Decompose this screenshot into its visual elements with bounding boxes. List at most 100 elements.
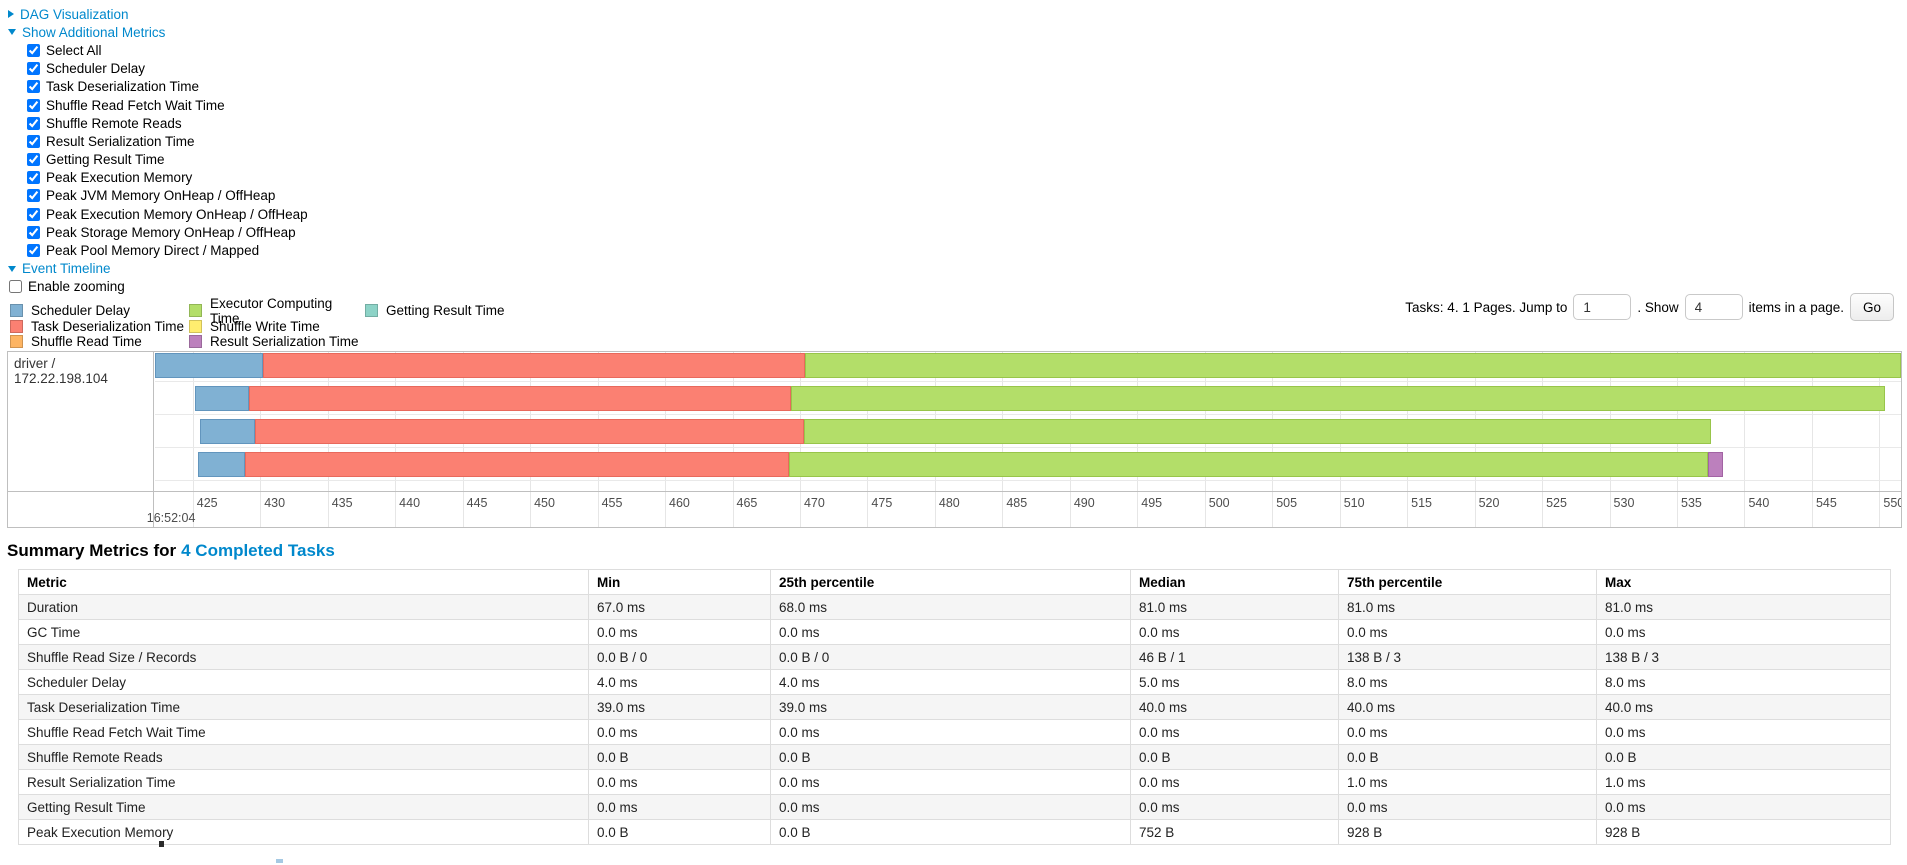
table-cell: 0.0 B bbox=[1596, 744, 1891, 770]
enable-zooming-checkbox[interactable] bbox=[9, 280, 22, 294]
timeline-bar-scheduler-delay[interactable] bbox=[199, 419, 255, 444]
metric-checkbox[interactable] bbox=[27, 80, 40, 94]
cropped-artifact bbox=[159, 841, 164, 847]
timeline-bar-scheduler-delay[interactable] bbox=[155, 353, 263, 378]
legend-swatch-icon bbox=[189, 304, 202, 318]
axis-tick-label: 440 bbox=[399, 496, 421, 510]
metric-checkbox[interactable] bbox=[27, 244, 40, 258]
table-row: Task Deserialization Time 39.0 ms 39.0 ms 4… bbox=[18, 694, 1891, 720]
table-cell: 0.0 B bbox=[1130, 744, 1339, 770]
legend-column: Executor Computing Time Shuffle Write Tim… bbox=[189, 296, 365, 350]
page-size-input[interactable] bbox=[1684, 294, 1743, 320]
timeline-bar-scheduler-delay[interactable] bbox=[198, 452, 246, 477]
collapsed-arrow-icon bbox=[8, 10, 14, 19]
axis-tick-label: 515 bbox=[1411, 496, 1432, 510]
metric-checkbox[interactable] bbox=[27, 43, 40, 57]
axis-tick-label: 530 bbox=[1613, 496, 1635, 510]
timeline-bar-executor-computing[interactable] bbox=[790, 386, 1885, 411]
table-cell: 0.0 B bbox=[588, 819, 771, 845]
metric-checkbox[interactable] bbox=[27, 62, 40, 76]
lane-separator bbox=[155, 414, 1901, 415]
table-cell: Getting Result Time bbox=[18, 794, 589, 820]
table-cell: 0.0 ms bbox=[1130, 619, 1339, 645]
table-cell: 0.0 B bbox=[588, 744, 771, 770]
metric-checkbox-label: Shuffle Remote Reads bbox=[46, 115, 182, 131]
metric-checkbox-row: Shuffle Remote Reads bbox=[27, 114, 308, 132]
show-additional-metrics-link[interactable]: Show Additional Metrics bbox=[22, 24, 166, 40]
column-header-metric: Metric bbox=[18, 569, 589, 595]
legend-column: Getting Result Time bbox=[365, 303, 505, 350]
timeline-bar-scheduler-delay[interactable] bbox=[195, 386, 250, 411]
axis-tick-label: 445 bbox=[466, 496, 488, 510]
metric-checkbox-list: Select All Scheduler Delay Task Deserializ… bbox=[8, 41, 308, 259]
gridline bbox=[1744, 352, 1746, 527]
timeline-bar-executor-computing[interactable] bbox=[804, 419, 1711, 444]
table-cell: 81.0 ms bbox=[1130, 594, 1339, 620]
table-cell: Scheduler Delay bbox=[18, 669, 589, 695]
metric-checkbox-label: Shuffle Read Fetch Wait Time bbox=[46, 97, 225, 113]
metric-checkbox-label: Scheduler Delay bbox=[46, 61, 146, 77]
table-cell: 0.0 B / 0 bbox=[770, 644, 1131, 670]
legend-swatch-icon bbox=[365, 304, 378, 318]
jump-to-page-input[interactable] bbox=[1573, 294, 1632, 320]
table-row: Peak Execution Memory 0.0 B 0.0 B 752 B 928 … bbox=[18, 819, 1891, 845]
legend-item: Scheduler Delay bbox=[10, 303, 189, 319]
table-cell: 0.0 ms bbox=[770, 719, 1131, 745]
metric-checkbox[interactable] bbox=[27, 207, 40, 221]
timeline-bar-task-deserialization[interactable] bbox=[262, 353, 806, 378]
event-timeline-chart[interactable]: driver / 172.22.198.104 425 430 435 440 445 4… bbox=[7, 351, 1902, 528]
table-cell: 81.0 ms bbox=[1596, 594, 1891, 620]
column-header-max: Max bbox=[1596, 569, 1891, 595]
table-cell: 0.0 ms bbox=[588, 719, 771, 745]
enable-zooming-label: Enable zooming bbox=[28, 279, 125, 295]
table-cell: 0.0 ms bbox=[1596, 794, 1891, 820]
completed-tasks-link[interactable]: 4 Completed Tasks bbox=[181, 541, 335, 560]
metric-checkbox[interactable] bbox=[27, 225, 40, 239]
timeline-bar-task-deserialization[interactable] bbox=[245, 452, 790, 477]
timeline-bar-task-deserialization[interactable] bbox=[249, 386, 791, 411]
dag-visualization-link[interactable]: DAG Visualization bbox=[20, 6, 129, 22]
table-cell: Duration bbox=[18, 594, 589, 620]
table-cell: 5.0 ms bbox=[1130, 669, 1339, 695]
metric-checkbox[interactable] bbox=[27, 116, 40, 130]
show-label: . Show bbox=[1637, 299, 1679, 315]
table-cell: 46 B / 1 bbox=[1130, 644, 1339, 670]
go-button[interactable]: Go bbox=[1849, 293, 1894, 321]
metric-checkbox[interactable] bbox=[27, 171, 40, 185]
metric-checkbox[interactable] bbox=[27, 153, 40, 167]
executor-group-label: driver / 172.22.198.104 bbox=[8, 352, 154, 527]
table-cell: 0.0 ms bbox=[1596, 719, 1891, 745]
axis-tick-label: 465 bbox=[736, 496, 758, 510]
event-timeline-toggle[interactable]: Event Timeline bbox=[8, 260, 308, 278]
metric-checkbox[interactable] bbox=[27, 189, 40, 203]
table-cell: 928 B bbox=[1338, 819, 1597, 845]
tasks-pages-summary: Tasks: 4. 1 Pages. Jump to bbox=[1405, 299, 1568, 315]
event-timeline-link[interactable]: Event Timeline bbox=[22, 261, 111, 277]
table-cell: 39.0 ms bbox=[588, 694, 771, 720]
legend-item: Shuffle Write Time bbox=[189, 319, 365, 335]
timeline-bar-executor-computing[interactable] bbox=[789, 452, 1709, 477]
table-cell: 40.0 ms bbox=[1130, 694, 1339, 720]
timeline-bar-result-serialization[interactable] bbox=[1708, 452, 1723, 477]
timeline-bar-task-deserialization[interactable] bbox=[254, 419, 804, 444]
table-row: GC Time 0.0 ms 0.0 ms 0.0 ms 0.0 ms 0.0 ms bbox=[18, 619, 1891, 645]
table-cell: 4.0 ms bbox=[588, 669, 771, 695]
lane-separator bbox=[155, 381, 1901, 382]
table-cell: 8.0 ms bbox=[1338, 669, 1597, 695]
gridline bbox=[192, 352, 194, 527]
metric-checkbox[interactable] bbox=[27, 98, 40, 112]
axis-tick-label: 500 bbox=[1208, 496, 1230, 510]
metric-checkbox-row: Peak JVM Memory OnHeap / OffHeap bbox=[27, 187, 308, 205]
legend-swatch-icon bbox=[10, 335, 23, 349]
table-cell: 40.0 ms bbox=[1596, 694, 1891, 720]
table-row: Shuffle Read Size / Records 0.0 B / 0 0.0 … bbox=[18, 644, 1891, 670]
show-additional-metrics-toggle[interactable]: Show Additional Metrics bbox=[8, 23, 308, 41]
dag-visualization-toggle[interactable]: DAG Visualization bbox=[8, 5, 308, 23]
timeline-bar-executor-computing[interactable] bbox=[805, 353, 1901, 378]
axis-tick-label: 510 bbox=[1343, 496, 1365, 510]
metric-checkbox-label: Peak Pool Memory Direct / Mapped bbox=[46, 243, 260, 259]
metric-checkbox[interactable] bbox=[27, 134, 40, 148]
axis-base-time-label: 16:52:04 bbox=[146, 511, 196, 525]
column-header-median: Median bbox=[1130, 569, 1339, 595]
table-cell: 0.0 ms bbox=[770, 794, 1131, 820]
